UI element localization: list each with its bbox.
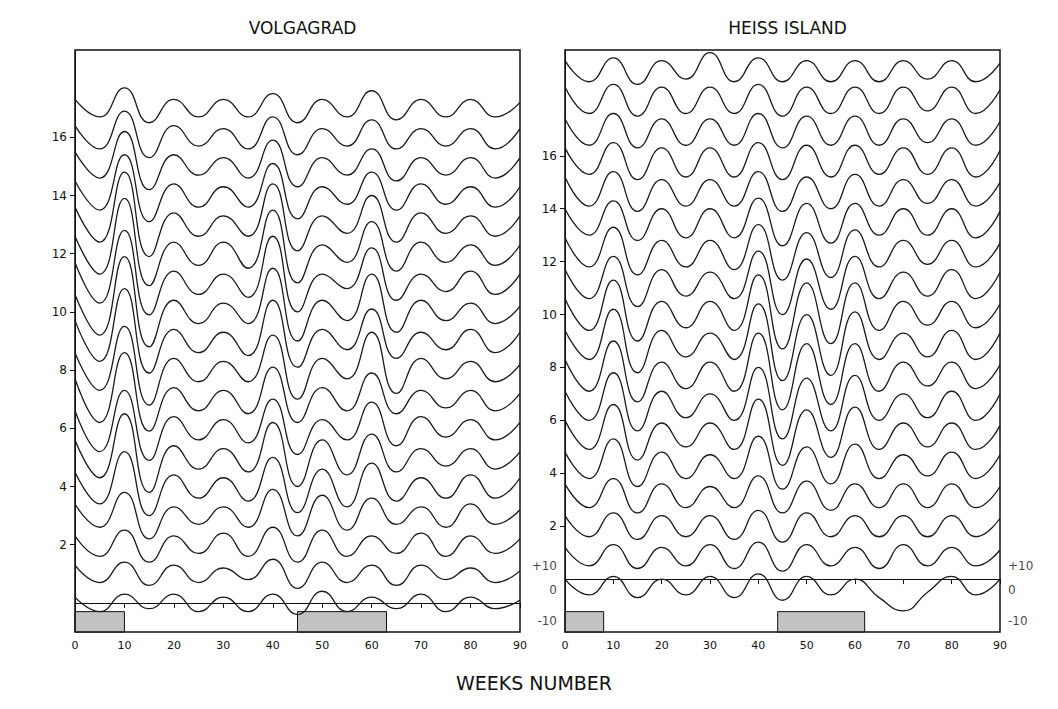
svg-text:70: 70 (414, 639, 428, 652)
svg-text:10: 10 (52, 305, 67, 319)
svg-text:10: 10 (542, 308, 557, 322)
svg-text:8: 8 (549, 360, 557, 374)
svg-text:12: 12 (542, 255, 557, 269)
svg-text:20: 20 (167, 639, 181, 652)
svg-text:+10: +10 (532, 559, 557, 573)
svg-text:-10: -10 (1008, 614, 1028, 628)
svg-text:70: 70 (896, 639, 910, 652)
svg-text:60: 60 (848, 639, 862, 652)
svg-text:40: 40 (751, 639, 765, 652)
svg-text:6: 6 (59, 421, 67, 435)
svg-text:80: 80 (464, 639, 478, 652)
svg-text:90: 90 (993, 639, 1007, 652)
svg-text:0: 0 (562, 639, 569, 652)
svg-text:30: 30 (216, 639, 230, 652)
svg-text:-10: -10 (537, 614, 557, 628)
svg-text:10: 10 (117, 639, 131, 652)
svg-text:10: 10 (606, 639, 620, 652)
svg-text:80: 80 (945, 639, 959, 652)
svg-text:14: 14 (52, 189, 67, 203)
svg-text:6: 6 (549, 413, 557, 427)
svg-text:2: 2 (59, 538, 67, 552)
svg-text:8: 8 (59, 363, 67, 377)
svg-text:40: 40 (266, 639, 280, 652)
svg-text:14: 14 (542, 202, 557, 216)
svg-text:4: 4 (59, 480, 67, 494)
svg-text:50: 50 (800, 639, 814, 652)
svg-text:VOLGAGRAD: VOLGAGRAD (249, 18, 357, 38)
svg-text:0: 0 (72, 639, 79, 652)
svg-text:0: 0 (1008, 583, 1016, 597)
svg-text:4: 4 (549, 466, 557, 480)
svg-text:50: 50 (315, 639, 329, 652)
svg-text:+10: +10 (1008, 559, 1033, 573)
svg-text:20: 20 (655, 639, 669, 652)
svg-text:HEISS ISLAND: HEISS ISLAND (728, 18, 847, 38)
svg-text:60: 60 (365, 639, 379, 652)
svg-text:2: 2 (549, 519, 557, 533)
svg-text:16: 16 (52, 130, 67, 144)
svg-text:12: 12 (52, 247, 67, 261)
svg-text:0: 0 (549, 583, 557, 597)
svg-text:90: 90 (513, 639, 527, 652)
svg-text:30: 30 (703, 639, 717, 652)
svg-text:16: 16 (542, 149, 557, 163)
svg-text:WEEKS NUMBER: WEEKS NUMBER (456, 672, 612, 694)
